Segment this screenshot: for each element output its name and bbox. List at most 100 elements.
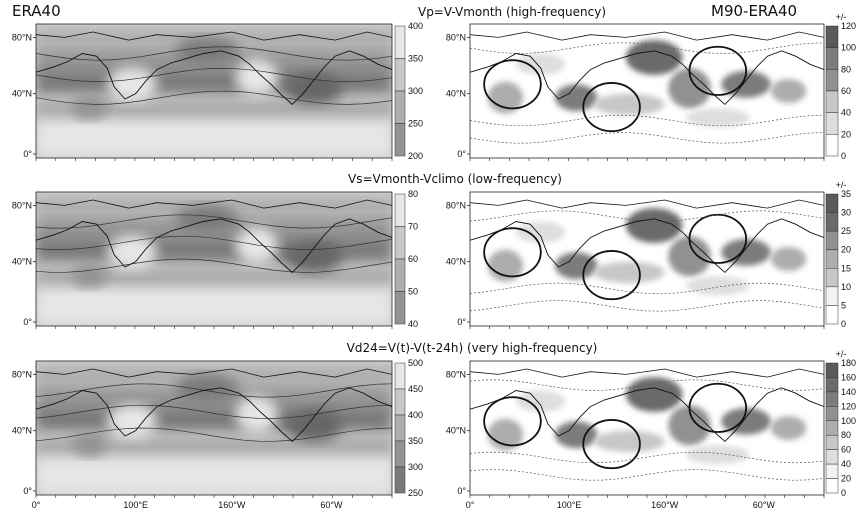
y-tick-label: 80°N (12, 32, 32, 42)
field-blob (770, 78, 807, 104)
colorbar-tick-label: 100 (841, 43, 856, 53)
colorbar-tick-label: 30 (841, 208, 851, 218)
coastline (470, 387, 824, 443)
field-blob (668, 236, 711, 277)
colorbar-segment (394, 90, 406, 124)
colorbar-r-1: 35 30 25 20 15 10 5 0 +/- (825, 180, 851, 329)
colorbar-segment (394, 58, 406, 92)
colorbar-tick-label: 20 (841, 129, 851, 139)
panels: 80°N40°N0°80°N40°N0°40035030025020012010… (12, 12, 856, 510)
coastline (36, 387, 392, 443)
colorbar-tick-label: 0 (841, 151, 846, 161)
field-blob (685, 108, 750, 128)
colorbar-segment (825, 47, 839, 70)
coastline (470, 218, 824, 274)
colorbar-tick-label: 25 (841, 226, 851, 236)
y-tick-label: 0° (23, 149, 32, 159)
colorbar-tick-label: 120 (841, 21, 856, 31)
y-tick-label: 0° (23, 317, 32, 327)
field-blob (107, 234, 158, 270)
colorbar-tick-label: 250 (408, 119, 423, 129)
field-band (36, 97, 392, 121)
colorbar-unit: +/- (836, 180, 847, 190)
colorbar-tick-label: 40 (841, 108, 851, 118)
colorbar-tick-label: 40 (841, 459, 851, 469)
colorbar-segment (394, 25, 406, 59)
colorbar-segment (394, 258, 406, 292)
negative-contour (470, 469, 824, 481)
colorbar-tick-label: 500 (408, 358, 423, 368)
field-blob (625, 208, 683, 243)
contour-line (36, 235, 392, 250)
negative-contour (470, 114, 824, 127)
negative-contour (470, 132, 824, 144)
field-blob (625, 377, 683, 412)
colorbar-segment (825, 362, 839, 378)
panel-l-0: 80°N 40°N 0° (12, 23, 393, 161)
row-title-2: Vd24=V(t)-V(t-24h) (very high-frequency) (347, 341, 598, 355)
colorbar-tick-label: 120 (841, 401, 856, 411)
colorbar-tick-label: 50 (408, 287, 418, 297)
field-blob (71, 95, 108, 120)
colorbar-tick-label: 60 (408, 254, 418, 264)
colorbar-segment (825, 230, 839, 250)
field-blob (685, 276, 750, 296)
colorbar-tick-label: 80 (408, 189, 418, 199)
panel-field (36, 361, 392, 495)
panel-field (470, 361, 824, 495)
colorbar-segment (394, 226, 406, 260)
colorbar-segment (825, 212, 839, 232)
colorbar-segment (825, 434, 839, 450)
colorbar-tick-label: 300 (408, 462, 423, 472)
field-blob (174, 374, 239, 402)
colorbar-segment (394, 362, 406, 390)
coastline (36, 199, 392, 209)
colorbar-tick-label: 100 (841, 416, 856, 426)
negative-contour (470, 42, 824, 54)
panel-l-1: 80°N 40°N 0° (12, 191, 393, 329)
field-blob (285, 72, 343, 105)
y-tick-label: 0° (457, 486, 466, 496)
coastline (470, 368, 824, 378)
panel-field (36, 24, 392, 158)
colorbar-segment (394, 388, 406, 416)
y-tick-label: 40°N (446, 89, 466, 99)
colorbar-segment (825, 112, 839, 135)
left-header: ERA40 (12, 2, 61, 20)
field-blob (770, 246, 807, 272)
y-tick-label: 0° (457, 317, 466, 327)
field-band (36, 457, 392, 495)
colorbar-segment (825, 249, 839, 269)
colorbar-segment (394, 193, 406, 227)
coastline (36, 218, 392, 274)
colorbar-tick-label: 5 (841, 300, 846, 310)
colorbar-r-2: 180 160 140 120 100 80 60 40 20 0 +/- (825, 349, 856, 498)
negative-contour (470, 210, 824, 222)
colorbar-segment (825, 406, 839, 422)
colorbar-tick-label: 20 (841, 474, 851, 484)
colorbar-segment (825, 377, 839, 393)
colorbar-segment (825, 420, 839, 436)
colorbar-tick-label: 10 (841, 282, 851, 292)
x-tick-label: 100°E (557, 500, 582, 510)
colorbar-tick-label: 15 (841, 263, 851, 273)
coastline (470, 50, 824, 106)
colorbar-tick-label: 250 (408, 488, 423, 498)
colorbar-r-0: 120 100 80 60 40 20 0 +/- (825, 12, 856, 161)
panel-r-2: 80°N 40°N 0°0° 100°E 160°W 60°W (446, 360, 825, 510)
y-tick-label: 80°N (12, 200, 32, 210)
zero-contour (582, 82, 641, 133)
colorbar-tick-label: 350 (408, 54, 423, 64)
colorbar-tick-label: 80 (841, 64, 851, 74)
zero-contour (582, 250, 641, 301)
x-tick-label: 60°W (320, 500, 343, 510)
colorbar-segment (825, 69, 839, 92)
contour-line (36, 90, 392, 105)
field-blob (668, 405, 711, 446)
y-tick-label: 80°N (446, 32, 466, 42)
field-blob (625, 40, 683, 75)
colorbar-tick-label: 0 (841, 319, 846, 329)
y-tick-label: 40°N (12, 89, 32, 99)
colorbar-tick-label: 80 (841, 430, 851, 440)
